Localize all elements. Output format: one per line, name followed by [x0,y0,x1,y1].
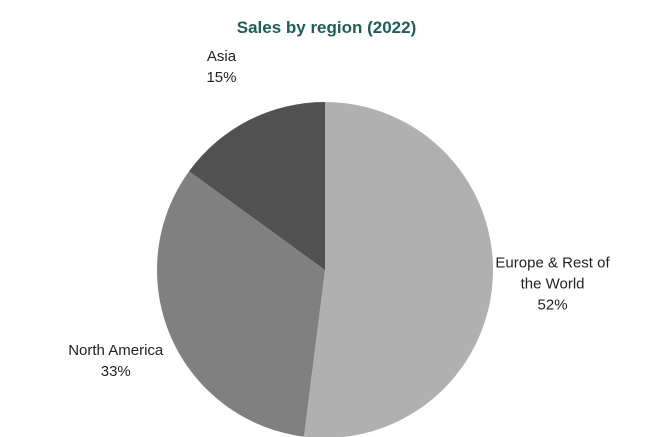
slice-label: Europe & Rest of the World 52% [488,253,618,316]
pie-slice [189,102,325,270]
slice-label: Asia 15% [156,46,286,88]
value-label: 52% [537,296,568,314]
chart-title: Sales by region (2022) [236,18,417,37]
value-label: 33% [100,362,131,380]
category-label: North America [68,341,164,359]
category-label: Asia [206,47,237,65]
pie-slice [157,171,325,437]
value-label: 15% [206,68,237,86]
slice-label: North America 33% [51,340,181,382]
pie-slice [303,102,493,437]
category-label: Europe & Rest of the World [495,254,610,293]
